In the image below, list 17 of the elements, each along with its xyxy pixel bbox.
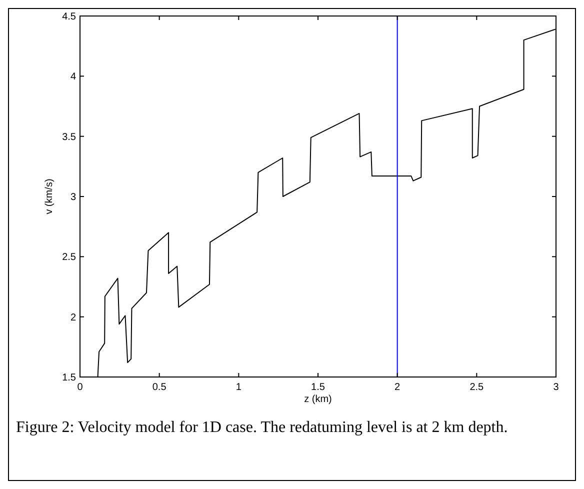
x-tick-label: 2 (394, 382, 401, 393)
caption: Figure 2: Velocity model for 1D case. The redatuming level is at 2 km depth. (16, 418, 509, 438)
x-tick-label: 0 (77, 382, 84, 393)
y-axis-title: v (km/s) (44, 178, 55, 214)
y-tick-label: 4.5 (62, 12, 76, 22)
x-tick-label: 0.5 (152, 382, 167, 393)
x-tick-label: 1 (236, 382, 242, 393)
y-tick-label: 2 (70, 312, 76, 324)
y-tick-label: 1.5 (62, 372, 76, 384)
x-axis-title: z (km) (304, 394, 332, 405)
x-tick-label: 3 (553, 382, 560, 393)
y-tick-label: 2.5 (62, 252, 76, 264)
x-tick-label: 1.5 (311, 382, 326, 393)
y-tick-label: 4 (70, 72, 76, 83)
y-tick-label: 3 (70, 192, 76, 203)
x-tick-label: 2.5 (470, 382, 484, 393)
y-tick-label: 3.5 (62, 132, 76, 143)
